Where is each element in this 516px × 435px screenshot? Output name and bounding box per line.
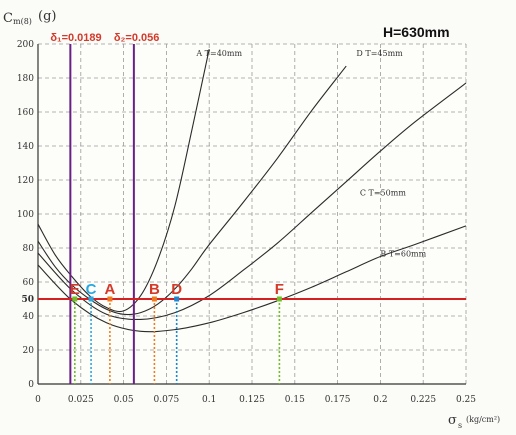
intersection-marker	[107, 296, 113, 302]
series-line	[37, 225, 467, 333]
series-line	[37, 82, 467, 321]
x-tick-label: 0.025	[68, 395, 94, 405]
y-axis-unit: (g)	[38, 9, 56, 24]
series-label: D T=45mm	[356, 49, 403, 58]
y-tick-label: 80	[23, 244, 35, 254]
y-tick-label: 60	[23, 278, 35, 288]
point-label: D	[171, 281, 182, 298]
point-label: E	[70, 281, 80, 298]
y-axis-symbol: C	[3, 11, 13, 26]
intersection-marker	[72, 296, 78, 302]
y-tick-label: 120	[17, 176, 34, 186]
y-tick-label: 100	[17, 210, 34, 220]
point-label: B	[149, 281, 160, 298]
intersection-marker	[276, 296, 282, 302]
y-tick-label: 0	[28, 380, 34, 390]
series-line	[37, 65, 347, 316]
x-axis-symbol: σ	[448, 413, 457, 428]
series-line	[37, 48, 210, 313]
intersection-marker	[88, 296, 94, 302]
x-tick-label: 0.1	[202, 395, 216, 405]
x-axis-unit: (kg/cm²)	[466, 415, 500, 424]
y-tick-label: 50	[21, 295, 34, 305]
y-tick-label: 200	[17, 40, 34, 50]
x-tick-label: 0.05	[114, 395, 134, 405]
x-tick-label: 0.175	[325, 395, 351, 405]
chart-title: H=630mm	[383, 24, 450, 40]
point-label: F	[275, 281, 284, 298]
point-label: C	[86, 281, 97, 298]
point-label: A	[104, 281, 115, 298]
y-axis-subscript: m(8)	[13, 17, 32, 26]
x-tick-label: 0.075	[154, 395, 180, 405]
threshold-label: δ₁=0.0189	[50, 32, 101, 44]
series-label: A T=40mm	[195, 49, 242, 58]
y-tick-label: 20	[23, 346, 35, 356]
series-label: B T=60mm	[380, 250, 426, 259]
y-tick-label: 40	[23, 312, 35, 322]
series-curves: A T=40mm D T=45mm C T=50mm B T=60mm	[37, 48, 467, 333]
intersection-markers	[72, 296, 282, 384]
threshold-label: δ₂=0.056	[114, 32, 160, 44]
x-tick-label: 0.15	[285, 395, 305, 405]
y-tick-label: 160	[17, 108, 34, 118]
x-axis-subscript: s	[458, 421, 462, 430]
x-tick-label: 0.2	[373, 395, 387, 405]
y-tick-label: 140	[17, 142, 34, 152]
intersection-marker	[174, 296, 180, 302]
tick-labels: 0 0.025 0.05 0.075 0.1 0.125 0.15 0.175 0.2 0.225…	[3, 9, 500, 430]
y-tick-label: 180	[17, 74, 34, 84]
series-label: C T=50mm	[360, 188, 406, 197]
x-tick-label: 0.125	[239, 395, 265, 405]
x-tick-label: 0	[35, 395, 41, 405]
x-tick-label: 0.225	[410, 395, 436, 405]
intersection-marker	[151, 296, 157, 302]
x-tick-label: 0.25	[456, 395, 476, 405]
threshold-lines: δ₁=0.0189 δ₂=0.056	[50, 32, 159, 384]
